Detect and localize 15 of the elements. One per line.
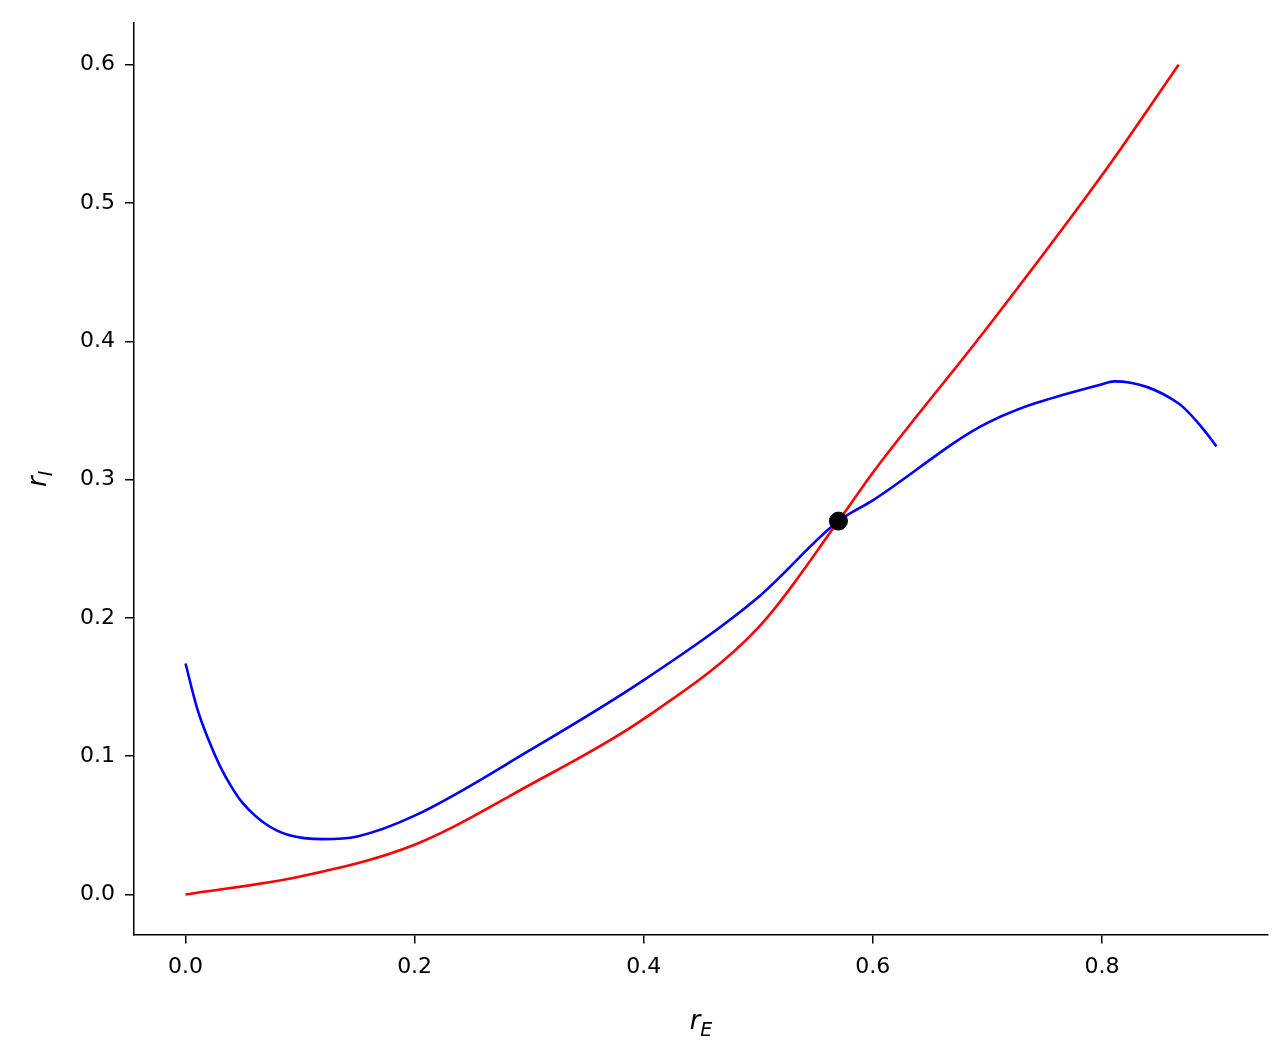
x-tick-label: 0.8 (1084, 952, 1120, 978)
x-tick-label: 0.0 (168, 952, 204, 978)
x-tick-label: 0.4 (626, 952, 662, 978)
x-tick-label: 0.6 (855, 952, 891, 978)
y-tick-label: 0.1 (79, 741, 115, 767)
y-axis-title: rI (21, 470, 56, 488)
y-tick-label: 0.3 (79, 465, 115, 491)
y-tick-label: 0.6 (79, 50, 115, 76)
line-series (184, 380, 1218, 841)
y-tick-label: 0.2 (79, 603, 115, 629)
y-tick-label: 0.5 (79, 188, 115, 214)
y-tick-label: 0.0 (79, 880, 115, 906)
line-series (184, 63, 1180, 896)
x-tick-label: 0.2 (397, 952, 433, 978)
y-tick-label: 0.4 (79, 327, 115, 353)
